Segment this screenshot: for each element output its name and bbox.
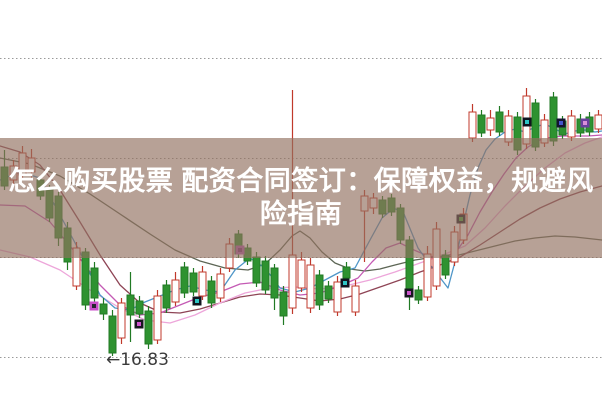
headline-banner: 怎么购买股票 配资合同签订：保障权益，规避风 险指南	[0, 138, 602, 258]
low-price-annotation: ←16.83	[106, 350, 169, 370]
headline-line-1: 怎么购买股票 配资合同签订：保障权益，规避风	[8, 166, 594, 196]
headline-line-2: 险指南	[259, 199, 343, 229]
